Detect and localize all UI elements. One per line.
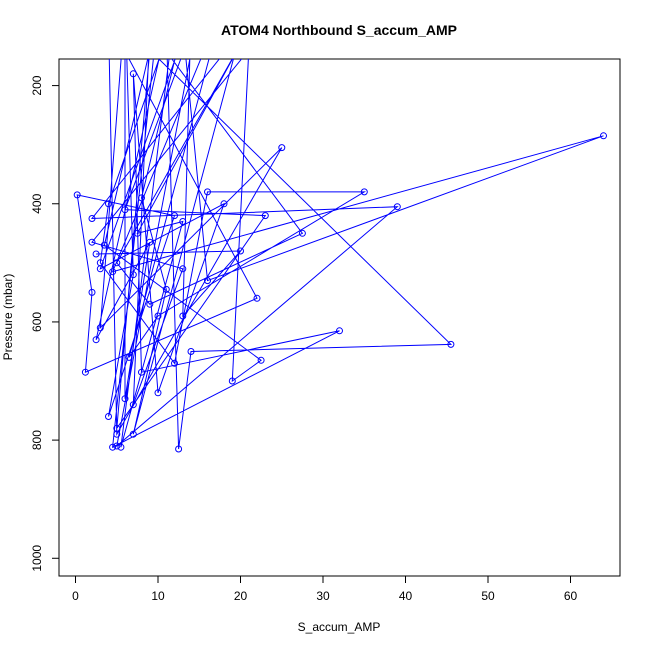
data-point — [100, 241, 108, 249]
chart-title: ATOM4 Northbound S_accum_AMP — [221, 22, 457, 38]
data-point — [146, 300, 154, 308]
data-point — [600, 132, 607, 140]
x-tick-label: 0 — [72, 589, 79, 603]
data-point — [393, 203, 401, 211]
data-point — [138, 368, 145, 376]
series-layer — [73, 0, 607, 453]
y-axis: 200 400 600 800 1000 — [30, 75, 60, 572]
data-point — [220, 200, 228, 208]
data-point — [261, 212, 269, 220]
data-point — [92, 336, 100, 344]
data-point — [246, 47, 252, 53]
data-point — [117, 443, 125, 451]
data-point — [196, 6, 202, 12]
data-point — [129, 271, 137, 279]
data-point — [129, 430, 137, 438]
data-point — [253, 294, 261, 302]
data-point — [162, 285, 170, 293]
data-point — [73, 191, 81, 199]
data-point — [146, 238, 154, 246]
data-point — [88, 215, 96, 222]
data-point — [129, 401, 137, 409]
data-point — [171, 212, 178, 220]
data-point — [447, 340, 455, 348]
data-point — [172, 12, 178, 18]
y-tick-label: 800 — [30, 430, 44, 450]
data-point — [113, 442, 121, 450]
data-point — [179, 218, 187, 225]
x-tick-label: 40 — [399, 589, 413, 603]
y-tick-label: 400 — [30, 193, 44, 213]
data-point — [179, 265, 187, 273]
series-line — [76, 59, 604, 450]
data-point — [138, 194, 145, 202]
data-point — [81, 368, 89, 376]
data-point — [175, 445, 183, 453]
data-point — [125, 353, 133, 361]
data-point — [237, 247, 244, 255]
data-point — [122, 6, 128, 12]
x-tick-label: 20 — [234, 589, 248, 603]
data-point — [221, 0, 227, 6]
data-point — [147, 47, 153, 53]
data-point — [105, 200, 112, 208]
plot-frame — [58, 58, 621, 577]
data-point — [121, 206, 129, 214]
y-axis-label: Pressure (mbar) — [1, 274, 15, 361]
data-point — [96, 265, 104, 273]
data-point — [109, 443, 117, 451]
data-point — [88, 238, 96, 246]
data-point — [336, 327, 343, 335]
data-point — [179, 312, 187, 320]
data-point — [113, 259, 121, 267]
data-point — [298, 229, 306, 237]
data-point — [204, 277, 211, 285]
x-tick-label: 50 — [481, 589, 495, 603]
data-point — [155, 12, 161, 18]
data-point — [147, 27, 153, 33]
data-point — [105, 413, 112, 420]
data-point — [154, 389, 162, 397]
y-tick-label: 600 — [30, 312, 44, 332]
data-point — [129, 70, 137, 78]
data-point — [96, 324, 104, 332]
data-point — [257, 356, 265, 364]
data-point — [180, 24, 186, 30]
x-tick-label: 60 — [564, 589, 578, 603]
data-point — [187, 348, 195, 355]
x-axis: 0 10 20 30 40 50 60 — [72, 575, 578, 603]
data-point — [238, 41, 244, 47]
data-point — [88, 288, 96, 296]
x-axis-label: S_accum_AMP — [298, 620, 381, 634]
data-point — [133, 229, 141, 237]
data-point — [171, 359, 178, 367]
data-point — [113, 424, 121, 432]
x-tick-label: 30 — [316, 589, 330, 603]
data-point — [92, 250, 100, 258]
data-point — [154, 312, 162, 320]
data-point — [163, 24, 169, 30]
y-tick-label: 200 — [30, 75, 44, 95]
data-point — [228, 377, 236, 385]
data-point — [106, 18, 112, 24]
data-point — [109, 268, 117, 276]
data-point — [121, 395, 129, 403]
x-tick-label: 10 — [151, 589, 165, 603]
data-point — [188, 12, 194, 18]
data-point — [360, 188, 368, 196]
data-point — [278, 144, 286, 152]
y-tick-label: 1000 — [30, 545, 44, 572]
data-point — [204, 188, 211, 196]
